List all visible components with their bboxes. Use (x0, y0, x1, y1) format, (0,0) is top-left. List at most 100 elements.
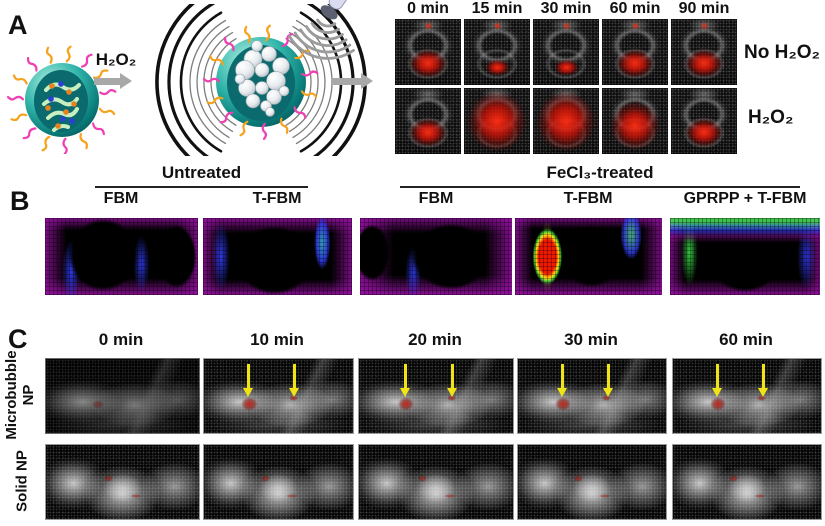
doppler-red-overlay (554, 58, 580, 76)
group-header-untreated: Untreated (95, 163, 308, 188)
heatmap-image-fecl3-fbm (360, 218, 512, 295)
heatmap-image-fecl3-t-fbm (515, 218, 662, 295)
red-signal-fleck (104, 474, 114, 482)
group-header-fecl3-treated: FeCl₃-treated (400, 163, 800, 188)
yellow-arrow-icon (757, 364, 768, 398)
h2o2-reaction-label: H₂O₂ (95, 50, 137, 69)
ultrasound-transducer-icon (288, 0, 355, 60)
doppler-red-overlay (615, 49, 655, 79)
doppler-ultrasound-image (395, 88, 461, 154)
ultrasound-image (672, 358, 822, 434)
nanoparticle-before-icon (6, 45, 117, 154)
row-label-microbubble-np: Microbubble NP (3, 350, 37, 440)
time-label: 0 min (98, 330, 144, 349)
red-signal-fleck (288, 394, 298, 402)
doppler-red-overlay (408, 49, 448, 79)
yellow-arrow-icon (711, 364, 722, 398)
column-label: GPRPP + T-FBM (683, 190, 807, 207)
ultrasound-image (203, 444, 354, 520)
doppler-red-overlay (684, 49, 724, 79)
column-label: FBM (418, 190, 454, 207)
doppler-ultrasound-image (602, 19, 668, 85)
column-label: T-FBM (563, 190, 613, 207)
ultrasound-image (672, 444, 822, 520)
microbubble-nanoparticle-icon (155, 4, 367, 156)
yellow-arrow-icon (243, 364, 254, 398)
doppler-red-overlay (535, 91, 597, 153)
red-signal-fleck (574, 474, 584, 482)
doppler-ultrasound-image (464, 88, 530, 154)
time-label: 30 min (540, 0, 592, 17)
time-label: 30 min (564, 330, 618, 349)
time-label: 10 min (250, 330, 304, 349)
yellow-arrow-icon (602, 364, 613, 398)
heatmap-image-untreated-t-fbm (203, 218, 352, 295)
probe (320, 0, 355, 20)
doppler-red-overlay (485, 58, 511, 76)
ultrasound-image (358, 358, 514, 434)
heatmap-image-fecl3-gprpp-t-fbm (670, 218, 820, 295)
ultrasound-image (203, 358, 354, 434)
red-signal-fleck (397, 397, 415, 411)
arrow-right-icon (94, 73, 132, 89)
column-label: T-FBM (252, 190, 302, 207)
time-label: 60 min (609, 0, 661, 17)
time-label: 15 min (471, 0, 523, 17)
doppler-ultrasound-image (671, 88, 737, 154)
doppler-red-overlay (408, 118, 448, 148)
red-signal-fleck (757, 394, 767, 402)
time-label: 20 min (408, 330, 462, 349)
row-label-solid-np: Solid NP (13, 450, 31, 512)
doppler-red-overlay (684, 118, 724, 148)
ultrasound-image (358, 444, 514, 520)
time-label-row: 0 min 15 min 30 min 60 min 90 min (395, 0, 737, 17)
doppler-red-overlay (466, 91, 528, 153)
time-label: 90 min (678, 0, 730, 17)
red-signal-fleck (130, 493, 143, 499)
row-label-no-h2o2: No H₂O₂ (744, 42, 820, 63)
doppler-ultrasound-image (671, 19, 737, 85)
doppler-red-overlay (609, 101, 661, 151)
emitted-waves (288, 18, 355, 60)
red-signal-fleck (599, 493, 612, 499)
ultrasound-image (45, 358, 200, 434)
panel-a-label: A (8, 10, 28, 40)
column-label: FBM (103, 190, 139, 207)
red-signal-fleck (241, 397, 258, 411)
time-label: 0 min (407, 0, 449, 17)
red-signal-fleck (417, 474, 427, 482)
red-signal-fleck (446, 394, 456, 402)
ultrasound-grid (395, 19, 737, 154)
yellow-arrow-icon (289, 364, 300, 398)
ultrasound-image (517, 358, 667, 434)
red-signal-fleck (729, 474, 739, 482)
red-signal-fleck (285, 493, 298, 499)
red-signal-fleck (443, 493, 456, 499)
doppler-ultrasound-image (395, 19, 461, 85)
ultrasound-image (517, 444, 667, 520)
yellow-arrow-icon (399, 364, 410, 398)
panel-c-label: C (8, 324, 28, 354)
yellow-arrow-icon (447, 364, 458, 398)
heatmap-image-untreated-fbm (45, 218, 198, 295)
red-signal-fleck (754, 493, 767, 499)
ultrasound-image (45, 444, 200, 520)
red-signal-fleck (555, 397, 572, 411)
doppler-ultrasound-image (602, 88, 668, 154)
panel-b-label: B (10, 186, 30, 216)
red-signal-fleck (710, 397, 727, 411)
time-label: 60 min (719, 330, 773, 349)
doppler-ultrasound-image (533, 88, 599, 154)
arrow-right-icon (331, 73, 373, 89)
row-label-h2o2: H₂O₂ (748, 107, 794, 128)
red-signal-fleck (91, 399, 105, 409)
doppler-ultrasound-image (533, 19, 599, 85)
cargo-dots-orange (45, 83, 77, 129)
doppler-ultrasound-image (464, 19, 530, 85)
gas-bubble-cluster (234, 40, 290, 117)
cargo-dots-blue (48, 81, 75, 124)
yellow-arrow-icon (556, 364, 567, 398)
outer-sound-waves (155, 4, 367, 156)
red-signal-fleck (260, 474, 270, 482)
